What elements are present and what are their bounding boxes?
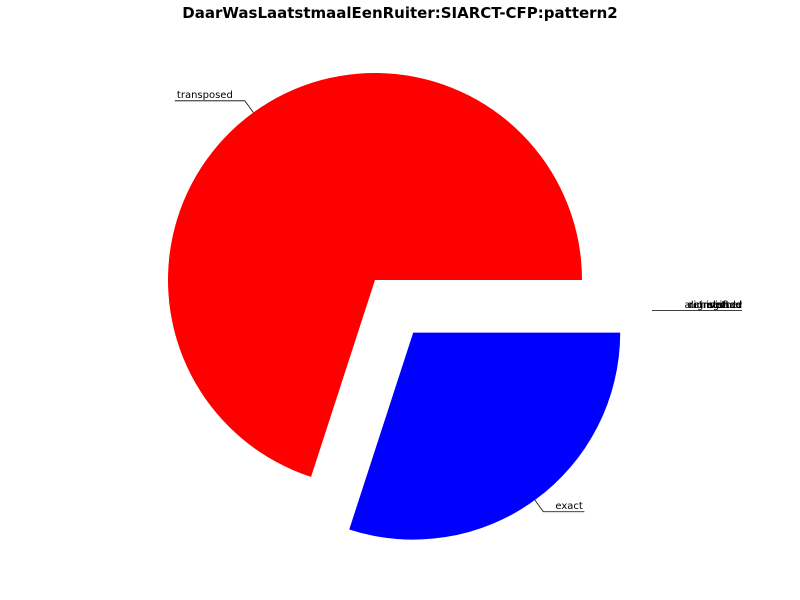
- pie-slices: [168, 73, 621, 540]
- slice-label-other: other: [715, 300, 743, 311]
- slice-label-shifted: shifted: [708, 300, 742, 311]
- slice-label-transposed: transposed: [177, 90, 233, 101]
- leader-line-transposed: [174, 100, 254, 113]
- slice-label-retrograde: retrograde: [689, 300, 742, 311]
- slice-label-augmented: augmented: [685, 300, 742, 311]
- leader-line-exact: [534, 499, 585, 513]
- slice-label-exact: exact: [555, 501, 583, 512]
- pie-labels: exact transposed tunedshiftedaugmenteddimi…: [174, 90, 743, 513]
- pie-slice-exact: [349, 332, 621, 540]
- pie-slice-transposed: [168, 73, 582, 477]
- slice-label-diminished: diminished: [687, 300, 742, 311]
- chart-title: DaarWasLaatstmaalEenRuiter:SIARCT-CFP:pa…: [182, 4, 617, 22]
- slice-label-tuned: tuned: [713, 300, 742, 311]
- slice-label-inverted: inverted: [700, 300, 742, 311]
